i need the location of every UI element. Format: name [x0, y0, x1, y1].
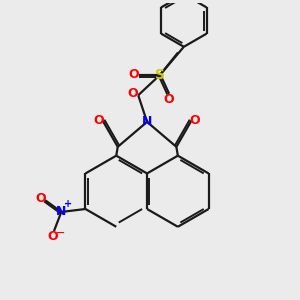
Text: N: N — [56, 206, 67, 218]
Text: −: − — [56, 228, 65, 238]
Text: S: S — [155, 68, 165, 82]
Text: O: O — [190, 114, 200, 127]
Text: O: O — [164, 93, 175, 106]
Text: O: O — [128, 87, 138, 100]
Text: O: O — [35, 192, 46, 205]
Text: +: + — [64, 199, 72, 209]
Text: O: O — [47, 230, 58, 243]
Text: N: N — [142, 116, 152, 128]
Text: O: O — [94, 114, 104, 127]
Text: O: O — [128, 68, 139, 80]
